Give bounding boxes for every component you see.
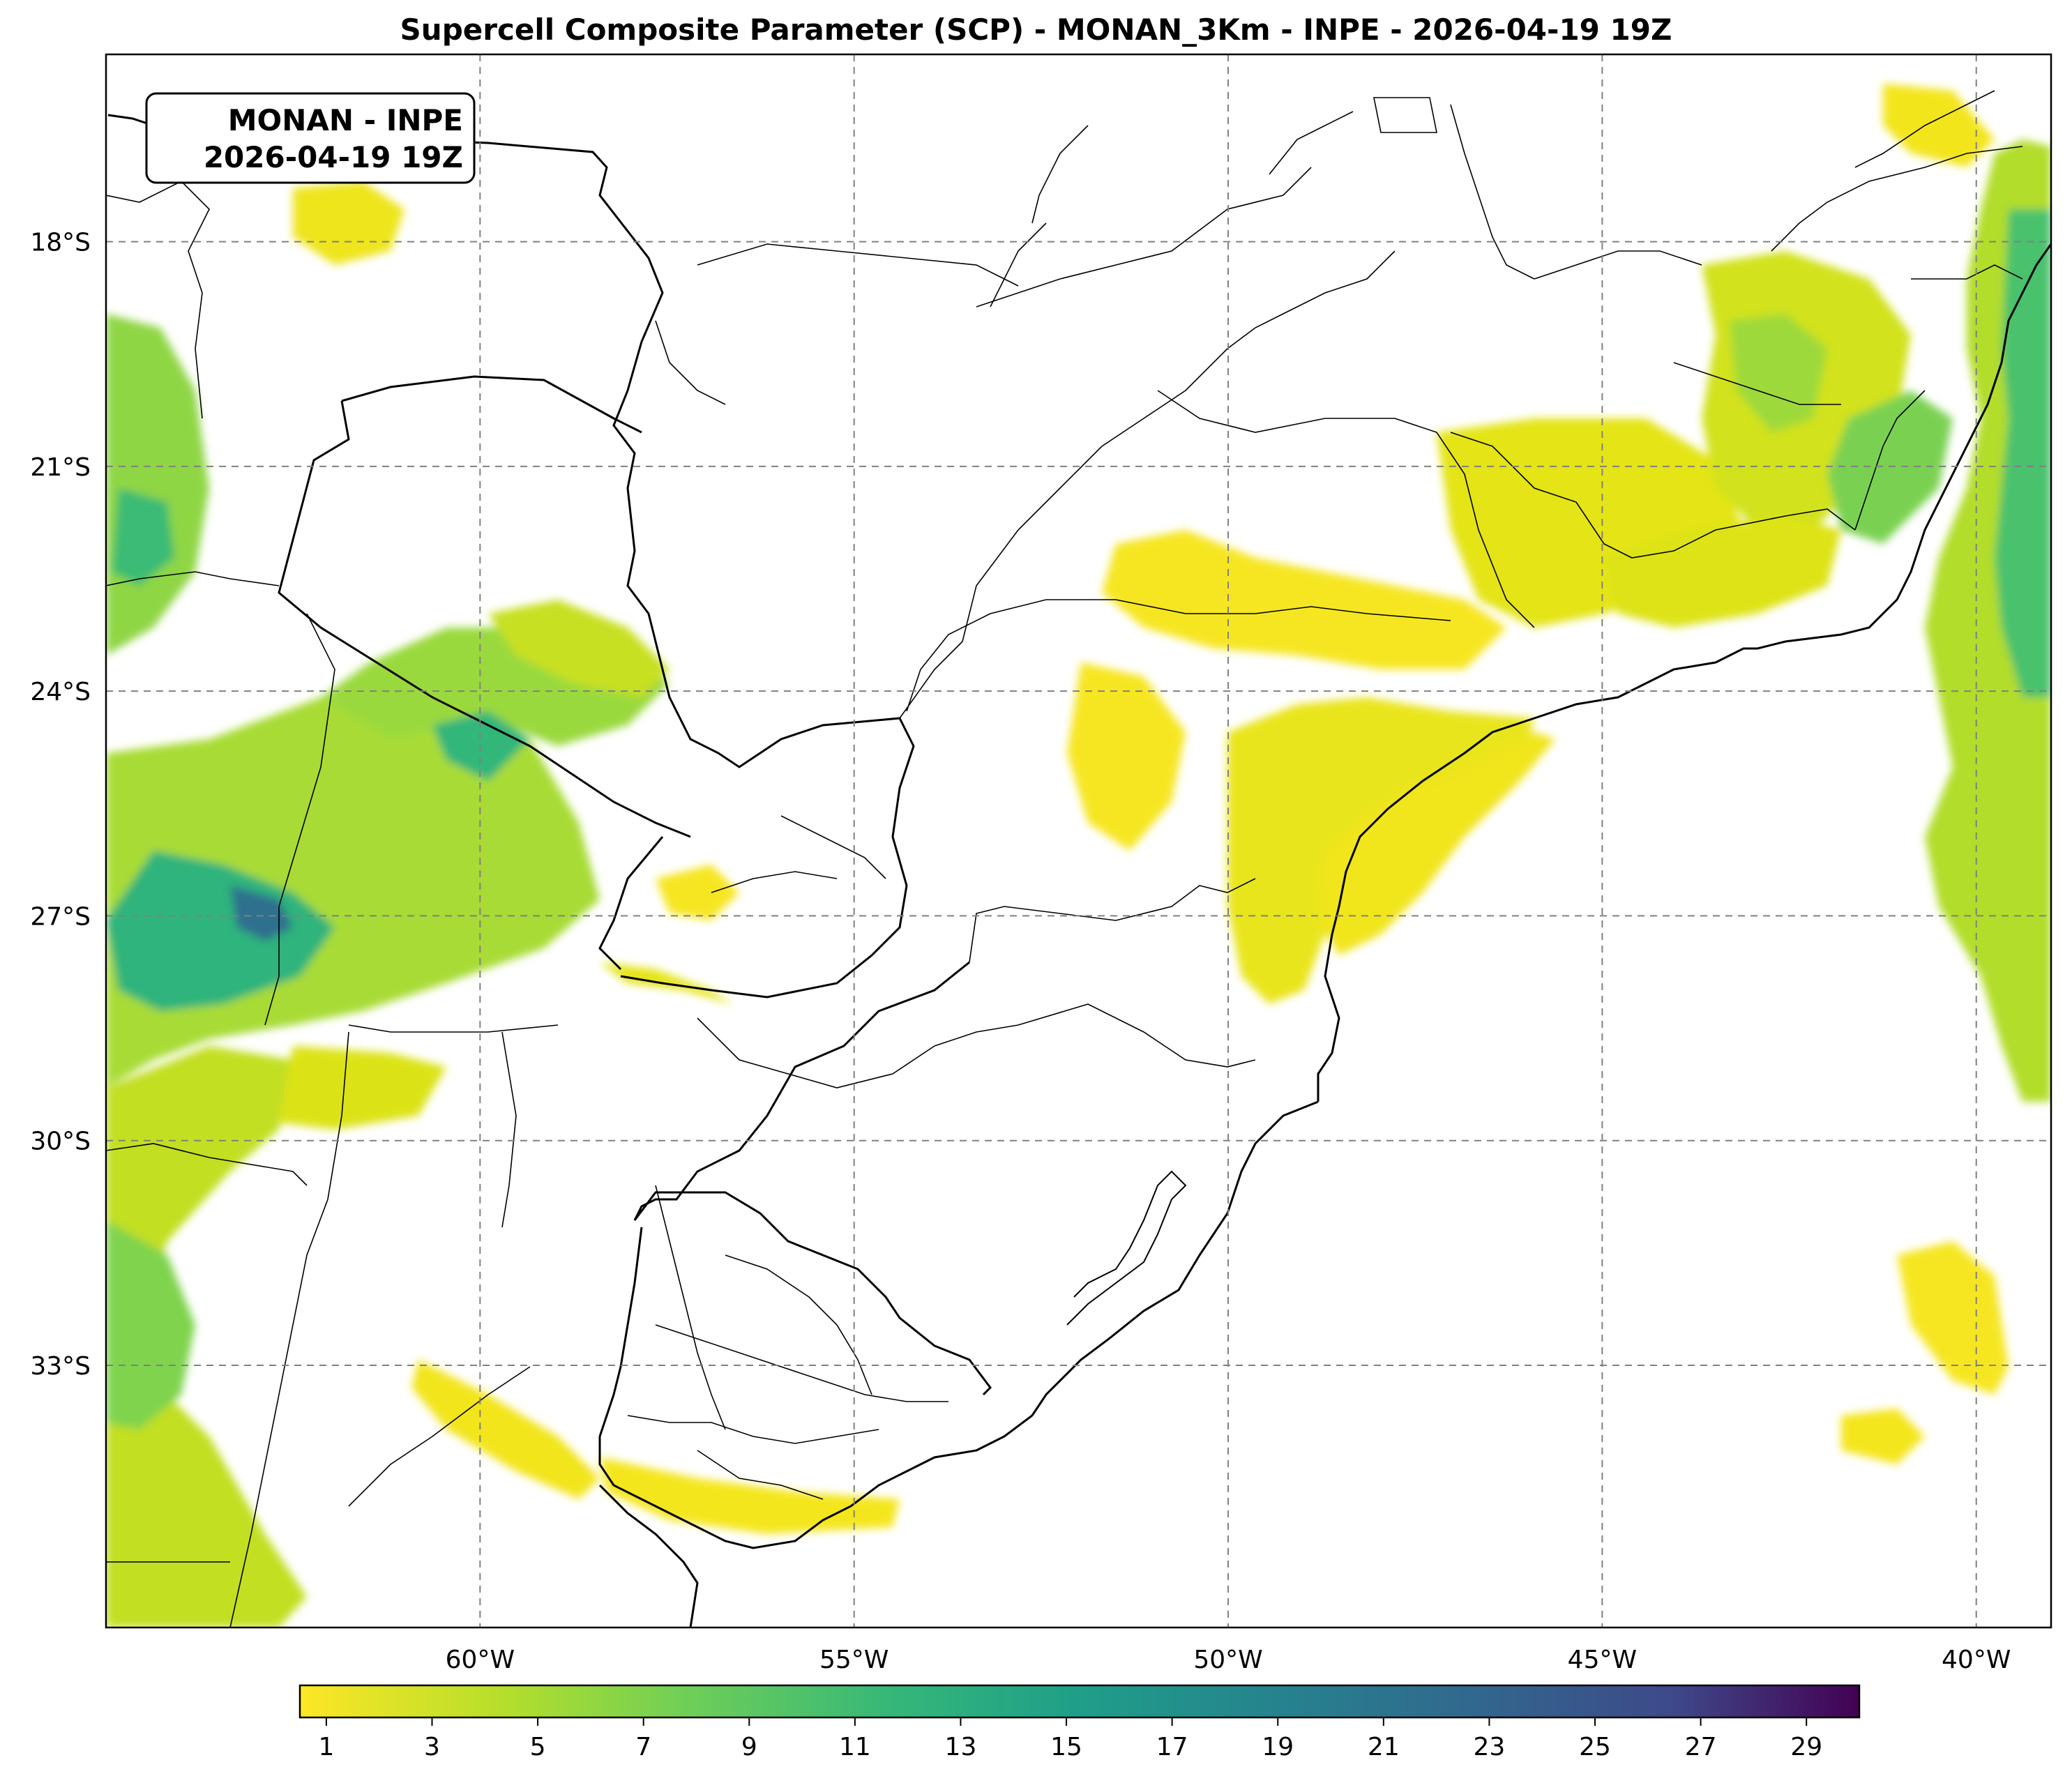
colorbar-tick-label: 13	[945, 1733, 977, 1761]
latitude-tick-label: 33°S	[30, 1352, 91, 1381]
colorbar-tick-label: 5	[530, 1733, 546, 1761]
colorbar-ticks: 1 3 5 7 9 11 13 15 17 19 21 23 25 27 29	[318, 1717, 1822, 1761]
border-bolivia-north	[341, 375, 642, 434]
colorbar-tick-label: 3	[424, 1733, 440, 1761]
border-bolivia-paraguay	[278, 400, 691, 838]
longitude-tick-label: 55°W	[819, 1646, 888, 1674]
scp-area-sp-interior	[1102, 530, 1506, 669]
longitude-tick-label: 60°W	[446, 1646, 515, 1674]
scp-area-bolivia-north-core	[112, 488, 174, 586]
scp-area-chaco-core	[106, 851, 335, 1011]
scp-field-layer	[106, 84, 2051, 1628]
state-borders	[106, 90, 2023, 1628]
border-paraguay-argentina	[598, 836, 664, 971]
colorbar-tick-label: 25	[1579, 1733, 1611, 1761]
map-frame	[105, 53, 2052, 1629]
scp-area-parana-west	[1067, 662, 1186, 851]
colorbar-tick-label: 17	[1156, 1733, 1188, 1761]
scp-area-atlantic-east-core	[1995, 209, 2051, 697]
scp-area-atlantic-southwest	[1841, 1409, 1925, 1464]
latitude-tick-label: 30°S	[30, 1128, 91, 1156]
scp-area-corrientes	[656, 865, 739, 920]
gridlines	[106, 54, 2051, 1628]
scp-area-pantanal	[488, 600, 670, 697]
scp-area-chaco-peak	[230, 886, 293, 941]
scp-area-sc-ocean	[1318, 732, 1555, 955]
latitude-tick-label: 27°S	[30, 902, 91, 931]
scp-area-rj	[1604, 516, 1841, 628]
colorbar-tick-label: 27	[1685, 1733, 1717, 1761]
info-box: MONAN - INPE 2026-04-19 19Z	[145, 92, 476, 184]
borders-layer	[106, 90, 2051, 1628]
latitude-tick-label: 24°S	[30, 678, 91, 706]
latitude-tick-label: 21°S	[30, 453, 91, 482]
colorbar-tick-label: 21	[1368, 1733, 1400, 1761]
lagoa-dos-patos	[1066, 1170, 1187, 1326]
colorbar-tick-label: 9	[741, 1733, 757, 1761]
longitude-tick-labels: 60°W 55°W 50°W 45°W 40°W	[446, 1646, 2011, 1674]
border-uruguay-brazil	[633, 961, 992, 1396]
scp-area-southwest-core	[106, 1220, 195, 1429]
latitude-tick-labels: 18°S 21°S 24°S 27°S 30°S 33°S	[30, 229, 91, 1381]
scp-area-minas-east-core	[1730, 314, 1827, 432]
colorbar-tick-label: 1	[318, 1733, 334, 1761]
colorbar-tick-label: 7	[635, 1733, 651, 1761]
border-argentina-south	[598, 1227, 643, 1437]
coast-river-plate	[598, 1414, 1033, 1549]
border-brazil-west	[107, 114, 915, 999]
scp-area-north-paraguay-core	[432, 711, 530, 781]
colorbar: 1 3 5 7 9 11 13 15 17 19 21 23 25 27 29	[298, 1684, 1861, 1761]
scp-area-cordoba	[279, 1046, 446, 1130]
info-box-line2: 2026-04-19 19Z	[204, 140, 463, 174]
map-title: Supercell Composite Parameter (SCP) - MO…	[400, 13, 1672, 47]
scp-area-rio-plata	[411, 1360, 600, 1499]
info-box-line1: MONAN - INPE	[228, 103, 463, 137]
colorbar-tick-label: 29	[1790, 1733, 1822, 1761]
scp-area-north-west	[293, 181, 404, 265]
longitude-tick-label: 40°W	[1942, 1646, 2011, 1674]
colorbar-tick-label: 23	[1474, 1733, 1506, 1761]
colorbar-tick-label: 19	[1262, 1733, 1294, 1761]
longitude-tick-label: 50°W	[1193, 1646, 1262, 1674]
colorbar-tick-label: 15	[1050, 1733, 1082, 1761]
scp-area-southwest	[106, 1046, 307, 1628]
coast-southeast	[1317, 243, 2051, 1102]
longitude-tick-label: 45°W	[1568, 1646, 1637, 1674]
scp-area-atlantic-south	[1897, 1241, 2009, 1395]
coast-argentina	[598, 1484, 699, 1628]
colorbar-tick-label: 11	[839, 1733, 871, 1761]
scp-area-espirito-santo	[1827, 390, 1953, 544]
colorbar-gradient	[298, 1684, 1861, 1719]
latitude-tick-label: 18°S	[30, 229, 91, 257]
scp-area-north-east	[1883, 84, 1995, 167]
